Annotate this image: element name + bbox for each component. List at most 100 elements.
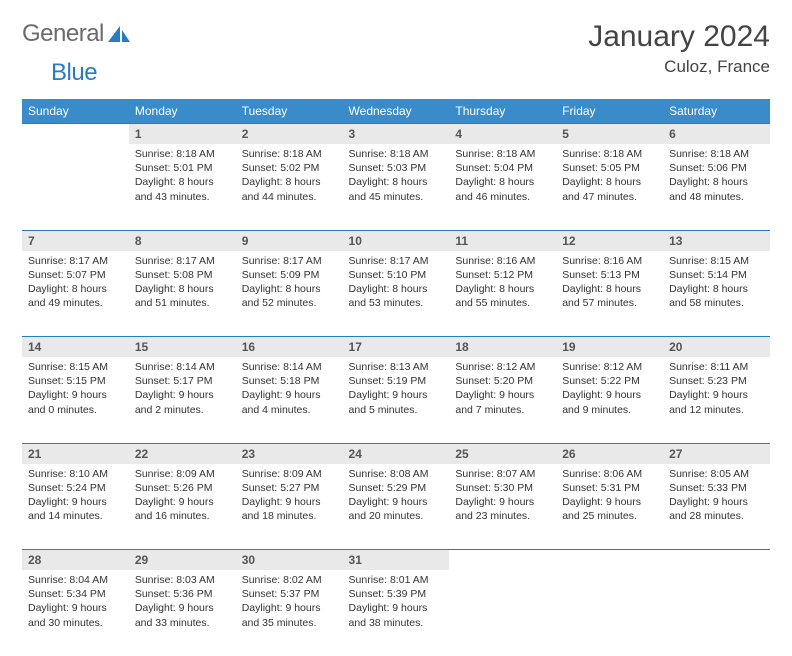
day-content-cell: Sunrise: 8:18 AMSunset: 5:01 PMDaylight:… — [129, 144, 236, 230]
day-details: Sunrise: 8:18 AMSunset: 5:05 PMDaylight:… — [556, 144, 663, 210]
title-block: January 2024 Culoz, France — [588, 20, 770, 77]
day-content-cell: Sunrise: 8:06 AMSunset: 5:31 PMDaylight:… — [556, 464, 663, 550]
day-details: Sunrise: 8:17 AMSunset: 5:09 PMDaylight:… — [236, 251, 343, 317]
day-details: Sunrise: 8:07 AMSunset: 5:30 PMDaylight:… — [449, 464, 556, 530]
day-content-cell: Sunrise: 8:17 AMSunset: 5:10 PMDaylight:… — [343, 251, 450, 337]
logo: General — [22, 20, 132, 48]
day-number-cell: 17 — [343, 337, 450, 358]
day-number-cell: 6 — [663, 124, 770, 145]
day-content-cell: Sunrise: 8:18 AMSunset: 5:06 PMDaylight:… — [663, 144, 770, 230]
day-content-cell: Sunrise: 8:16 AMSunset: 5:13 PMDaylight:… — [556, 251, 663, 337]
day-number-cell: 3 — [343, 124, 450, 145]
day-content-cell: Sunrise: 8:15 AMSunset: 5:15 PMDaylight:… — [22, 357, 129, 443]
weekday-header: Saturday — [663, 99, 770, 124]
day-number-cell: 19 — [556, 337, 663, 358]
day-details: Sunrise: 8:15 AMSunset: 5:15 PMDaylight:… — [22, 357, 129, 423]
day-details: Sunrise: 8:18 AMSunset: 5:04 PMDaylight:… — [449, 144, 556, 210]
day-number-cell — [556, 550, 663, 571]
day-number-cell — [22, 124, 129, 145]
day-content-cell: Sunrise: 8:11 AMSunset: 5:23 PMDaylight:… — [663, 357, 770, 443]
weekday-header: Friday — [556, 99, 663, 124]
day-number-cell: 10 — [343, 230, 450, 251]
day-number-cell: 2 — [236, 124, 343, 145]
day-number-cell: 18 — [449, 337, 556, 358]
day-details: Sunrise: 8:10 AMSunset: 5:24 PMDaylight:… — [22, 464, 129, 530]
day-number-cell — [663, 550, 770, 571]
day-details: Sunrise: 8:11 AMSunset: 5:23 PMDaylight:… — [663, 357, 770, 423]
day-details: Sunrise: 8:09 AMSunset: 5:26 PMDaylight:… — [129, 464, 236, 530]
day-details: Sunrise: 8:04 AMSunset: 5:34 PMDaylight:… — [22, 570, 129, 636]
day-details: Sunrise: 8:18 AMSunset: 5:01 PMDaylight:… — [129, 144, 236, 210]
day-content-cell — [663, 570, 770, 656]
day-number-row: 123456 — [22, 124, 770, 145]
day-details: Sunrise: 8:16 AMSunset: 5:13 PMDaylight:… — [556, 251, 663, 317]
day-number-cell: 31 — [343, 550, 450, 571]
location: Culoz, France — [588, 57, 770, 77]
day-number-cell: 24 — [343, 443, 450, 464]
day-content-row: Sunrise: 8:18 AMSunset: 5:01 PMDaylight:… — [22, 144, 770, 230]
day-content-cell: Sunrise: 8:05 AMSunset: 5:33 PMDaylight:… — [663, 464, 770, 550]
day-details: Sunrise: 8:18 AMSunset: 5:02 PMDaylight:… — [236, 144, 343, 210]
day-content-cell: Sunrise: 8:09 AMSunset: 5:27 PMDaylight:… — [236, 464, 343, 550]
day-content-cell: Sunrise: 8:08 AMSunset: 5:29 PMDaylight:… — [343, 464, 450, 550]
day-details: Sunrise: 8:13 AMSunset: 5:19 PMDaylight:… — [343, 357, 450, 423]
day-details: Sunrise: 8:14 AMSunset: 5:17 PMDaylight:… — [129, 357, 236, 423]
day-content-cell: Sunrise: 8:01 AMSunset: 5:39 PMDaylight:… — [343, 570, 450, 656]
day-details: Sunrise: 8:09 AMSunset: 5:27 PMDaylight:… — [236, 464, 343, 530]
day-number-cell: 14 — [22, 337, 129, 358]
day-content-cell: Sunrise: 8:02 AMSunset: 5:37 PMDaylight:… — [236, 570, 343, 656]
logo-sail-icon — [106, 24, 132, 44]
day-content-cell — [449, 570, 556, 656]
day-details: Sunrise: 8:16 AMSunset: 5:12 PMDaylight:… — [449, 251, 556, 317]
calendar-table: SundayMondayTuesdayWednesdayThursdayFrid… — [22, 99, 770, 656]
day-content-cell: Sunrise: 8:13 AMSunset: 5:19 PMDaylight:… — [343, 357, 450, 443]
day-number-cell: 15 — [129, 337, 236, 358]
day-details: Sunrise: 8:12 AMSunset: 5:22 PMDaylight:… — [556, 357, 663, 423]
day-content-cell: Sunrise: 8:18 AMSunset: 5:02 PMDaylight:… — [236, 144, 343, 230]
day-number-cell: 27 — [663, 443, 770, 464]
day-content-row: Sunrise: 8:15 AMSunset: 5:15 PMDaylight:… — [22, 357, 770, 443]
day-details: Sunrise: 8:02 AMSunset: 5:37 PMDaylight:… — [236, 570, 343, 636]
day-details: Sunrise: 8:03 AMSunset: 5:36 PMDaylight:… — [129, 570, 236, 636]
day-number-cell: 21 — [22, 443, 129, 464]
day-content-cell: Sunrise: 8:18 AMSunset: 5:04 PMDaylight:… — [449, 144, 556, 230]
day-content-cell: Sunrise: 8:15 AMSunset: 5:14 PMDaylight:… — [663, 251, 770, 337]
day-number-row: 78910111213 — [22, 230, 770, 251]
day-number-cell: 4 — [449, 124, 556, 145]
day-content-cell: Sunrise: 8:04 AMSunset: 5:34 PMDaylight:… — [22, 570, 129, 656]
day-number-cell: 25 — [449, 443, 556, 464]
weekday-header: Wednesday — [343, 99, 450, 124]
day-details: Sunrise: 8:17 AMSunset: 5:10 PMDaylight:… — [343, 251, 450, 317]
day-number-cell: 30 — [236, 550, 343, 571]
calendar-body: 123456 Sunrise: 8:18 AMSunset: 5:01 PMDa… — [22, 124, 770, 656]
day-number-cell: 13 — [663, 230, 770, 251]
day-content-cell: Sunrise: 8:07 AMSunset: 5:30 PMDaylight:… — [449, 464, 556, 550]
day-number-cell: 28 — [22, 550, 129, 571]
day-number-cell: 9 — [236, 230, 343, 251]
day-content-cell: Sunrise: 8:14 AMSunset: 5:17 PMDaylight:… — [129, 357, 236, 443]
day-content-cell — [22, 144, 129, 230]
day-content-cell: Sunrise: 8:14 AMSunset: 5:18 PMDaylight:… — [236, 357, 343, 443]
day-details: Sunrise: 8:14 AMSunset: 5:18 PMDaylight:… — [236, 357, 343, 423]
logo-text-gray: General — [22, 20, 104, 48]
day-number-cell: 1 — [129, 124, 236, 145]
month-title: January 2024 — [588, 20, 770, 53]
day-number-cell: 22 — [129, 443, 236, 464]
weekday-header-row: SundayMondayTuesdayWednesdayThursdayFrid… — [22, 99, 770, 124]
day-content-cell: Sunrise: 8:18 AMSunset: 5:03 PMDaylight:… — [343, 144, 450, 230]
day-number-row: 14151617181920 — [22, 337, 770, 358]
day-content-row: Sunrise: 8:04 AMSunset: 5:34 PMDaylight:… — [22, 570, 770, 656]
day-content-cell: Sunrise: 8:17 AMSunset: 5:09 PMDaylight:… — [236, 251, 343, 337]
day-number-cell: 26 — [556, 443, 663, 464]
day-content-cell: Sunrise: 8:03 AMSunset: 5:36 PMDaylight:… — [129, 570, 236, 656]
day-number-cell: 23 — [236, 443, 343, 464]
day-content-cell: Sunrise: 8:12 AMSunset: 5:20 PMDaylight:… — [449, 357, 556, 443]
day-details: Sunrise: 8:18 AMSunset: 5:06 PMDaylight:… — [663, 144, 770, 210]
day-number-cell: 8 — [129, 230, 236, 251]
day-number-cell — [449, 550, 556, 571]
day-number-cell: 16 — [236, 337, 343, 358]
day-content-cell: Sunrise: 8:16 AMSunset: 5:12 PMDaylight:… — [449, 251, 556, 337]
day-content-cell: Sunrise: 8:10 AMSunset: 5:24 PMDaylight:… — [22, 464, 129, 550]
weekday-header: Thursday — [449, 99, 556, 124]
day-number-cell: 11 — [449, 230, 556, 251]
